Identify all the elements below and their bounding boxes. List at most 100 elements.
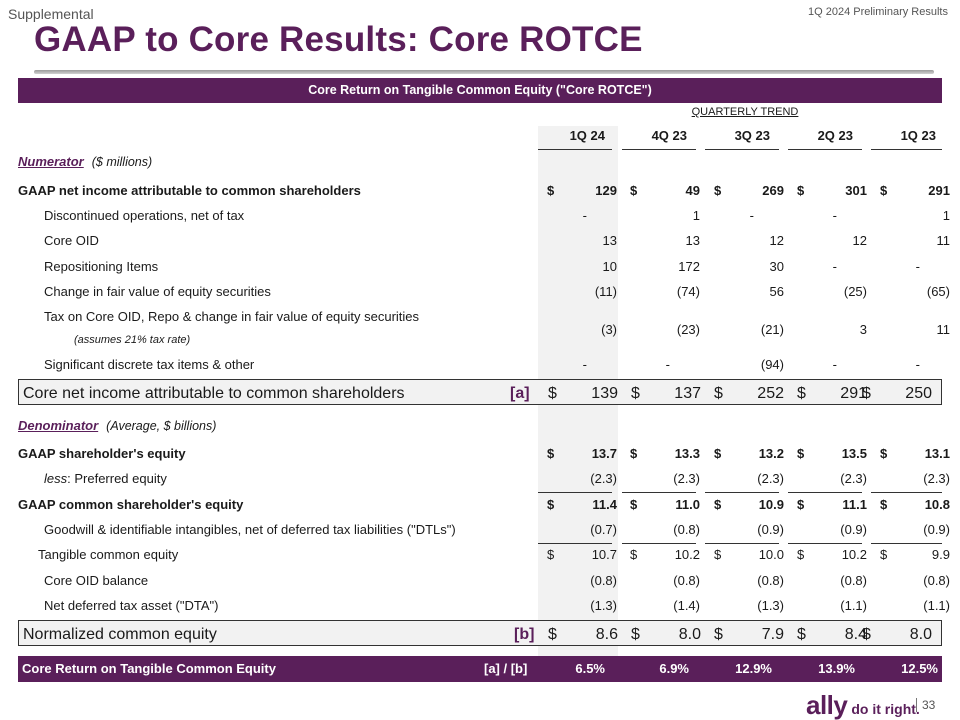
cell-value: 49	[685, 183, 700, 198]
result-value: 6.5%	[575, 661, 605, 676]
row-tag-a: [a]	[510, 385, 530, 402]
result-label: Core Return on Tangible Common Equity	[22, 661, 276, 676]
result-value: 13.9%	[818, 661, 855, 676]
table-title-bar: Core Return on Tangible Common Equity ("…	[18, 78, 942, 103]
currency-symbol: $	[631, 385, 640, 402]
cell-value: 12	[852, 233, 867, 248]
cell-value: 139	[591, 385, 618, 402]
currency-symbol: $	[797, 626, 806, 643]
currency-symbol: $	[548, 626, 557, 643]
core-rotce-result-bar: Core Return on Tangible Common Equity [a…	[18, 656, 942, 682]
logo-tagline: do it right.	[851, 701, 920, 717]
currency-symbol: $	[862, 626, 871, 643]
cell-value: (1.3)	[590, 598, 617, 613]
row-label: Core OID	[44, 233, 99, 248]
subtotal-rule	[788, 543, 862, 544]
cell-value: 8.0	[678, 626, 701, 643]
cell-value: (0.8)	[590, 573, 617, 588]
denominator-note: (Average, $ billions)	[106, 419, 217, 433]
cell-value: 8.6	[595, 626, 618, 643]
row-label: less: Preferred equity	[44, 471, 167, 486]
cell-value: 301	[845, 183, 867, 198]
cell-value: (0.8)	[673, 522, 700, 537]
cell-value: 11.0	[675, 497, 700, 512]
cell-value: (1.1)	[840, 598, 867, 613]
cell-value: (0.8)	[840, 573, 867, 588]
page-title: GAAP to Core Results: Core ROTCE	[34, 20, 643, 59]
period-label: 1Q 2024 Preliminary Results	[807, 6, 948, 18]
cell-value: (1.4)	[673, 598, 700, 613]
cell-value: (11)	[594, 284, 617, 299]
cell-value: -	[915, 259, 920, 274]
numerator-label: Numerator	[18, 154, 84, 169]
currency-symbol: $	[797, 183, 805, 198]
cell-value: (0.7)	[590, 522, 617, 537]
currency-symbol: $	[880, 497, 888, 512]
cell-value: 13	[602, 233, 617, 248]
currency-symbol: $	[714, 547, 722, 562]
cell-value: 1	[692, 208, 700, 223]
currency-symbol: $	[547, 446, 555, 461]
row-label: Goodwill & identifiable intangibles, net…	[44, 522, 456, 537]
result-value: 12.5%	[901, 661, 938, 676]
row-label: Change in fair value of equity securitie…	[44, 284, 271, 299]
currency-symbol: $	[714, 626, 723, 643]
core-net-income-row: Core net income attributable to common s…	[18, 379, 942, 405]
cell-value: -	[582, 357, 587, 372]
cell-value: (74)	[676, 284, 700, 299]
column-header: 2Q 23	[817, 128, 853, 143]
quarterly-trend-label: QUARTERLY TREND	[691, 106, 799, 118]
cell-value: 12	[769, 233, 784, 248]
row-label: Repositioning Items	[44, 259, 159, 274]
header-rule	[871, 149, 942, 150]
currency-symbol: $	[630, 497, 638, 512]
cell-value: -	[749, 208, 754, 223]
cell-value: 10.2	[674, 547, 700, 562]
logo-brand: ally	[806, 690, 848, 720]
cell-value: -	[582, 208, 587, 223]
cell-value: (23)	[676, 322, 700, 337]
cell-value: 250	[905, 385, 932, 402]
result-value: 12.9%	[735, 661, 772, 676]
currency-symbol: $	[880, 547, 888, 562]
cell-value: (0.9)	[757, 522, 784, 537]
cell-value: 10.2	[841, 547, 867, 562]
currency-symbol: $	[880, 183, 888, 198]
cell-value: (0.8)	[757, 573, 784, 588]
cell-value: (1.3)	[757, 598, 784, 613]
cell-value: 11	[936, 322, 951, 337]
cell-value: (25)	[843, 284, 867, 299]
currency-symbol: $	[797, 446, 805, 461]
cell-value: 8.4	[844, 626, 867, 643]
row-label: GAAP shareholder's equity	[18, 446, 186, 461]
subtotal-rule	[788, 492, 862, 493]
row-label: Tax on Core OID, Repo & change in fair v…	[44, 309, 420, 324]
subtotal-rule	[705, 543, 779, 544]
currency-symbol: $	[548, 385, 557, 402]
column-header: 1Q 23	[900, 128, 936, 143]
row-label: GAAP common shareholder's equity	[18, 497, 244, 512]
cell-value: -	[832, 208, 837, 223]
cell-value: 10.9	[758, 497, 784, 512]
row-label-text: : Preferred equity	[67, 471, 167, 486]
cell-value: 252	[757, 385, 784, 402]
row-label: GAAP net income attributable to common s…	[18, 183, 361, 198]
currency-symbol: $	[797, 385, 806, 402]
cell-value: 13.2	[758, 446, 784, 461]
cell-value: 56	[769, 284, 784, 299]
row-label: Net deferred tax asset ("DTA")	[44, 598, 219, 613]
result-formula-tag: [a] / [b]	[484, 661, 528, 676]
cell-value: 10.0	[758, 547, 784, 562]
row-label: Significant discrete tax items & other	[44, 357, 255, 372]
row-label: Core OID balance	[44, 573, 149, 588]
cell-value: (0.9)	[840, 522, 867, 537]
currency-symbol: $	[547, 547, 555, 562]
cell-value: 129	[595, 183, 617, 198]
currency-symbol: $	[631, 626, 640, 643]
page-number: 33	[916, 698, 935, 712]
cell-value: 7.9	[761, 626, 784, 643]
row-label: Core net income attributable to common s…	[23, 385, 405, 402]
cell-value: 11.4	[592, 497, 617, 512]
subtotal-rule	[622, 492, 696, 493]
cell-value: (2.3)	[673, 471, 700, 486]
